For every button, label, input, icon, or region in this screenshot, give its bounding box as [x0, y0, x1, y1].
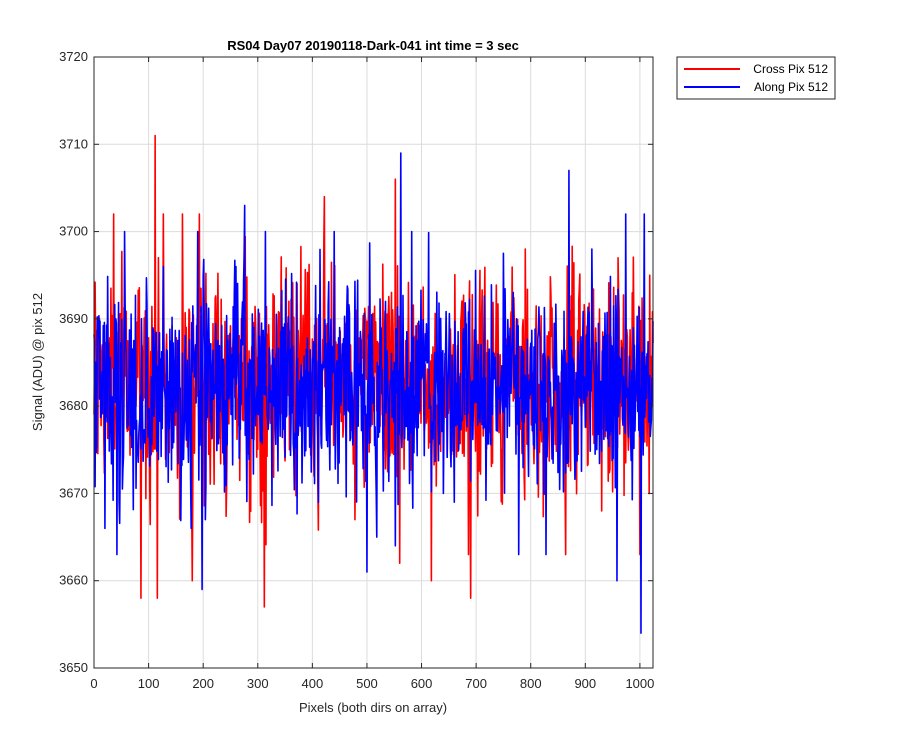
y-tick-label: 3710	[59, 136, 88, 151]
legend: Cross Pix 512 Along Pix 512	[676, 56, 836, 100]
x-axis-label: Pixels (both dirs on array)	[299, 700, 447, 715]
x-axis: 0 100 200 300 400 500 600 700 800 900 1000	[90, 57, 654, 691]
y-tick-label: 3700	[59, 224, 88, 239]
x-tick-label: 800	[520, 676, 542, 691]
x-tick-label: 500	[356, 676, 378, 691]
legend-box	[676, 56, 836, 100]
y-tick-label: 3670	[59, 485, 88, 500]
series-layer	[93, 134, 654, 634]
y-axis-label: Signal (ADU) @ pix 512	[30, 293, 45, 431]
x-tick-label: 900	[574, 676, 596, 691]
x-tick-label: 700	[465, 676, 487, 691]
y-tick-label: 3660	[59, 573, 88, 588]
y-tick-label: 3720	[59, 49, 88, 64]
legend-label-cross: Cross Pix 512	[753, 62, 828, 76]
x-tick-label: 100	[138, 676, 160, 691]
x-tick-label: 1000	[625, 676, 654, 691]
y-tick-label: 3690	[59, 311, 88, 326]
legend-label-along: Along Pix 512	[754, 80, 828, 94]
y-axis: 3650 3660 3670 3680 3690 3700 3710 3720	[59, 49, 653, 675]
plot-frame	[93, 56, 654, 669]
x-tick-label: 0	[90, 676, 97, 691]
y-tick-label: 3650	[59, 660, 88, 675]
x-tick-label: 600	[411, 676, 433, 691]
x-tick-label: 300	[247, 676, 269, 691]
series-line-along-pix-512	[93, 152, 654, 634]
y-tick-label: 3680	[59, 398, 88, 413]
chart-title: RS04 Day07 20190118-Dark-041 int time = …	[227, 38, 519, 53]
x-tick-label: 200	[192, 676, 214, 691]
x-tick-label: 400	[302, 676, 324, 691]
